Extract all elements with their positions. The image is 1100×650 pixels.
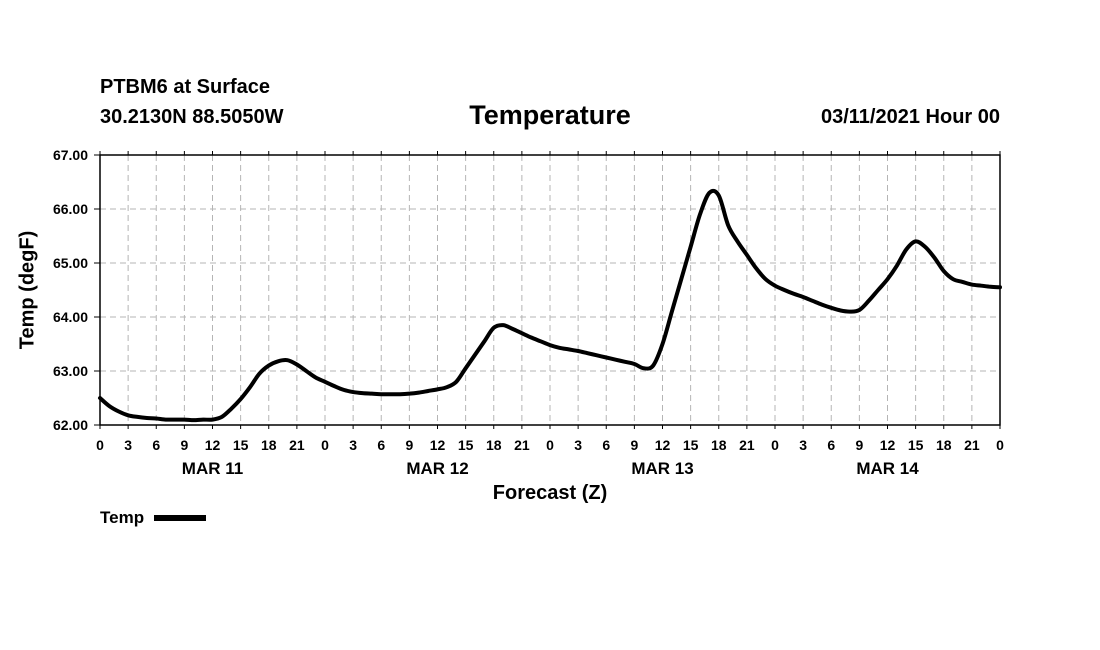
day-label: MAR 14 bbox=[856, 459, 919, 478]
y-tick-label: 64.00 bbox=[53, 309, 88, 325]
x-tick-label: 0 bbox=[96, 437, 104, 453]
x-tick-label: 9 bbox=[180, 437, 188, 453]
x-tick-label: 3 bbox=[574, 437, 582, 453]
x-tick-label: 15 bbox=[458, 437, 474, 453]
x-tick-label: 21 bbox=[964, 437, 980, 453]
x-tick-label: 0 bbox=[546, 437, 554, 453]
day-label: MAR 11 bbox=[182, 459, 243, 478]
y-tick-label: 66.00 bbox=[53, 201, 88, 217]
x-tick-label: 21 bbox=[739, 437, 755, 453]
x-tick-label: 0 bbox=[996, 437, 1004, 453]
x-tick-label: 18 bbox=[711, 437, 727, 453]
x-tick-label: 18 bbox=[486, 437, 502, 453]
x-tick-label: 0 bbox=[321, 437, 329, 453]
day-label: MAR 13 bbox=[631, 459, 693, 478]
y-tick-label: 67.00 bbox=[53, 147, 88, 163]
x-tick-label: 15 bbox=[908, 437, 924, 453]
x-tick-label: 6 bbox=[827, 437, 835, 453]
axis-ticks bbox=[94, 151, 1001, 429]
y-axis-label: Temp (degF) bbox=[16, 230, 39, 350]
x-tick-label: 21 bbox=[289, 437, 305, 453]
x-tick-label: 18 bbox=[936, 437, 952, 453]
legend: Temp bbox=[100, 508, 207, 528]
x-tick-label: 3 bbox=[124, 437, 132, 453]
x-tick-label: 9 bbox=[405, 437, 413, 453]
station-label: PTBM6 at Surface bbox=[100, 76, 271, 98]
station-coords: 30.2130N 88.5050W bbox=[100, 106, 284, 128]
chart-grid bbox=[100, 155, 1000, 425]
x-tick-labels: 0 3 6 9 12 15 18 21 0 3 6 9 12 15 18 21 0 3 6 9 12 15 18 21 0 3 6 9… bbox=[96, 437, 1004, 453]
x-tick-label: 6 bbox=[602, 437, 610, 453]
model-run-time: 03/11/2021 Hour 00 bbox=[820, 106, 1000, 128]
y-tick-label: 63.00 bbox=[53, 363, 88, 379]
legend-swatch bbox=[154, 515, 207, 521]
x-tick-label: 12 bbox=[205, 437, 221, 453]
x-tick-label: 6 bbox=[152, 437, 160, 453]
x-tick-label: 21 bbox=[514, 437, 530, 453]
x-tick-label: 18 bbox=[261, 437, 277, 453]
x-axis-label: Forecast (Z) bbox=[492, 482, 608, 504]
y-tick-label: 62.00 bbox=[53, 417, 88, 433]
legend-label: Temp bbox=[100, 508, 145, 527]
y-tick-label: 65.00 bbox=[53, 255, 88, 271]
x-tick-label: 6 bbox=[377, 437, 385, 453]
x-tick-label: 15 bbox=[233, 437, 249, 453]
x-tick-label: 12 bbox=[655, 437, 671, 453]
chart-title: Temperature bbox=[469, 100, 631, 130]
x-tick-label: 3 bbox=[349, 437, 357, 453]
x-tick-label: 15 bbox=[683, 437, 699, 453]
x-tick-label: 9 bbox=[630, 437, 638, 453]
x-tick-label: 3 bbox=[799, 437, 807, 453]
day-label: MAR 12 bbox=[406, 459, 468, 478]
x-tick-label: 0 bbox=[771, 437, 779, 453]
x-tick-label: 12 bbox=[430, 437, 446, 453]
series-line-temp bbox=[98, 188, 1002, 423]
x-tick-label: 9 bbox=[855, 437, 863, 453]
y-tick-labels: 62.00 63.00 64.00 65.00 66.00 67.00 bbox=[53, 147, 88, 433]
x-tick-label: 12 bbox=[880, 437, 896, 453]
day-labels: MAR 11 MAR 12 MAR 13 MAR 14 bbox=[182, 459, 919, 478]
